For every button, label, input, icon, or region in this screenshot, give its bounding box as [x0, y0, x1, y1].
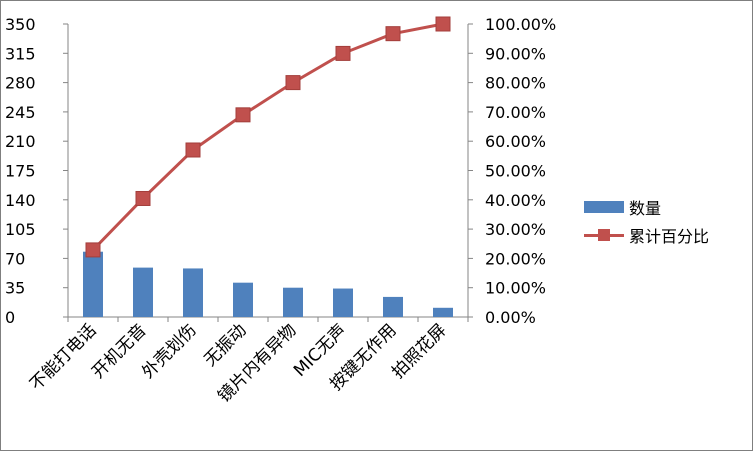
y-left-tick-label: 175: [5, 162, 36, 181]
legend-bar-label: 数量: [629, 199, 662, 218]
line-marker: [235, 107, 251, 123]
line-marker: [335, 45, 351, 61]
y-right-tick-label: 10.00%: [485, 279, 546, 298]
legend-item-line: 累计百分比: [584, 221, 744, 249]
bar: [83, 251, 103, 317]
y-left-tick-label: 350: [5, 15, 36, 34]
y-right-tick-label: 50.00%: [485, 162, 546, 181]
y-left-tick-label: 105: [5, 220, 36, 239]
bar: [133, 267, 153, 317]
y-right-tick-label: 20.00%: [485, 249, 546, 268]
y-left-tick-label: 35: [5, 279, 25, 298]
legend: 数量 累计百分比: [584, 193, 744, 249]
y-left-tick-label: 70: [5, 249, 25, 268]
y-right-tick-label: 0.00%: [485, 308, 536, 327]
cumulative-line: [91, 22, 444, 251]
line-marker: [285, 75, 301, 91]
bar: [183, 268, 203, 317]
x-tick-label: 开机无音: [88, 320, 150, 382]
y-right-tick-label: 100.00%: [485, 15, 556, 34]
y-right-tick-label: 30.00%: [485, 220, 546, 239]
legend-line-swatch: [584, 229, 624, 241]
legend-bar-swatch: [584, 201, 624, 213]
line-marker: [85, 242, 101, 258]
y-left-tick-label: 315: [5, 44, 36, 63]
x-tick-label: 外壳划伤: [138, 320, 200, 382]
legend-line-label: 累计百分比: [629, 227, 710, 246]
bar: [383, 296, 403, 317]
y-left-tick-label: 245: [5, 103, 36, 122]
y-left-tick-label: 280: [5, 74, 36, 93]
bar: [283, 287, 303, 317]
y-left-tick-label: 140: [5, 191, 36, 210]
legend-item-bar: 数量: [584, 193, 744, 221]
y-right-tick-label: 40.00%: [485, 191, 546, 210]
x-tick-label: 拍照花屏: [388, 320, 450, 382]
line-marker: [185, 142, 201, 158]
bar: [433, 307, 453, 317]
x-tick-label: 不能打电话: [26, 320, 100, 394]
y-right-tick-label: 80.00%: [485, 74, 546, 93]
y-right-tick-label: 70.00%: [485, 103, 546, 122]
bar: [233, 282, 253, 317]
line-marker: [135, 190, 151, 206]
y-left-tick-label: 210: [5, 132, 36, 151]
line-marker: [435, 16, 451, 32]
line-marker: [385, 26, 401, 42]
y-left-tick-label: 0: [5, 308, 15, 327]
y-right-tick-label: 60.00%: [485, 132, 546, 151]
y-right-tick-label: 90.00%: [485, 44, 546, 63]
bar: [333, 288, 353, 317]
